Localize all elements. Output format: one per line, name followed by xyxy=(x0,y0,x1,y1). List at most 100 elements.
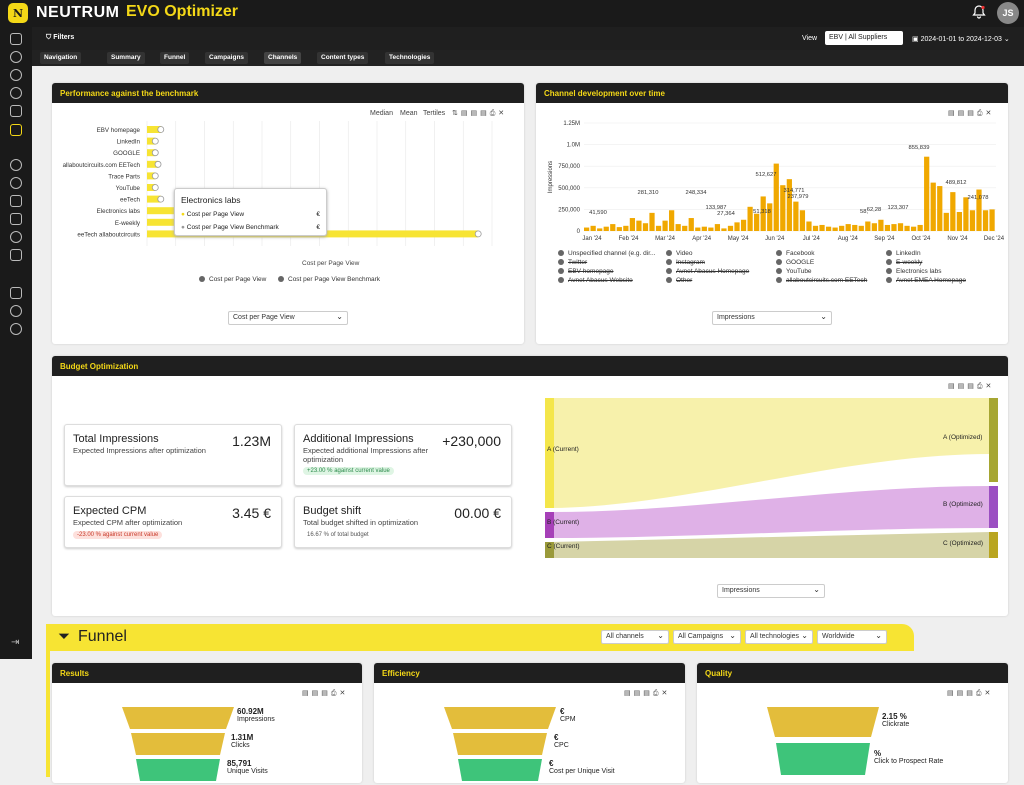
y-tick-label: 250,000 xyxy=(558,207,580,213)
legend-item[interactable]: Electronics labs xyxy=(886,268,942,275)
location-icon[interactable] xyxy=(10,51,22,63)
channels-filter[interactable]: All channels xyxy=(601,630,669,644)
benchmark-marker xyxy=(157,126,165,133)
bar xyxy=(969,210,976,231)
funnel-icon: ⏷ xyxy=(58,628,71,645)
quality-prospect-rate: % Click to Prospect Rate xyxy=(874,749,944,765)
legend-item[interactable]: Instagram xyxy=(666,259,705,266)
sankey-label-a-optimized: A (Optimized) xyxy=(943,434,983,441)
legend-item[interactable]: LinkedIn xyxy=(886,250,921,257)
tab-channels[interactable]: Channels xyxy=(264,52,302,64)
development-title: Channel development over time xyxy=(536,83,1008,103)
y-tick-label: Trace Parts xyxy=(108,173,140,180)
mean-button[interactable]: Mean xyxy=(400,110,418,117)
database-icon[interactable] xyxy=(10,195,22,207)
bell-icon[interactable] xyxy=(972,5,986,19)
x-tick-label: Dec '24 xyxy=(984,236,1005,242)
bar xyxy=(727,225,734,231)
data-label: 62,28 xyxy=(867,207,882,213)
bar xyxy=(897,223,904,231)
export-icons[interactable]: ▤▤▤⎙✕ xyxy=(302,690,349,697)
users-icon[interactable] xyxy=(10,305,22,317)
legend-item[interactable]: Avnet Abacus Website xyxy=(558,277,633,284)
tab-technologies[interactable]: Technologies xyxy=(385,52,435,64)
efficiency-cost-per-visit: € Cost per Unique Visit xyxy=(549,759,615,775)
tab-navigation[interactable]: Navigation xyxy=(40,52,82,64)
legend-item[interactable]: Unspecified channel (e.g. dir... xyxy=(558,250,655,257)
benchmark-marker xyxy=(474,230,482,238)
legend-item[interactable]: allaboutcircuits.com EETech xyxy=(776,277,867,284)
bar xyxy=(786,179,792,231)
search-chart-icon[interactable] xyxy=(10,105,22,117)
search-icon[interactable] xyxy=(10,159,22,171)
legend-item[interactable]: E-weekly xyxy=(886,259,922,266)
campaigns-filter[interactable]: All Campaigns xyxy=(673,630,741,644)
bar xyxy=(839,225,845,231)
add-icon[interactable] xyxy=(10,323,22,335)
export-icons[interactable]: ▤▤▤⎙✕ xyxy=(624,690,671,697)
y-tick-label: eeTech xyxy=(120,197,141,204)
logout-icon[interactable]: ⇥ xyxy=(11,637,20,648)
tab-funnel[interactable]: Funnel xyxy=(160,52,190,64)
date-range[interactable]: ▣ 2024-01-01 to 2024-12-03 ⌄ xyxy=(912,36,1010,43)
benchmark-marker xyxy=(151,184,159,191)
legend-item[interactable]: Twitter xyxy=(558,259,587,266)
technologies-filter[interactable]: All technologies xyxy=(745,630,813,644)
funnel-title: Funnel xyxy=(78,628,127,645)
trend-icon[interactable] xyxy=(10,124,22,136)
efficiency-cpm: € CPM xyxy=(560,707,576,723)
briefcase-icon[interactable] xyxy=(10,249,22,261)
funnel-accent-bar xyxy=(46,651,50,777)
bar xyxy=(708,227,714,231)
avatar[interactable]: JS xyxy=(997,2,1019,24)
legend-item[interactable]: EBV-homepage xyxy=(558,268,614,275)
wrench-icon[interactable] xyxy=(10,287,22,299)
efficiency-cpc: € CPC xyxy=(554,733,569,749)
chart-icon[interactable] xyxy=(10,33,22,45)
bar xyxy=(773,163,779,231)
card-value: 3.45 € xyxy=(232,505,271,521)
data-label: 489,812 xyxy=(946,180,967,186)
data-label: 27,364 xyxy=(717,211,736,217)
export-icons[interactable]: ▤▤▤⎙✕ xyxy=(948,383,995,390)
card-total-impressions: Total Impressions Expected Impressions a… xyxy=(64,424,282,486)
bar xyxy=(754,213,760,231)
card-value: +230,000 xyxy=(442,433,501,449)
card-icon[interactable] xyxy=(10,213,22,225)
tertiles-button[interactable]: Tertiles xyxy=(423,110,446,117)
radar-icon[interactable] xyxy=(10,87,22,99)
export-icons[interactable]: ⇅▤▤▤⎙✕ xyxy=(452,110,508,117)
export-icons[interactable]: ▤▤▤⎙✕ xyxy=(947,690,994,697)
bar xyxy=(629,218,636,231)
median-button[interactable]: Median xyxy=(370,110,393,117)
bar xyxy=(956,211,962,231)
budget-metric-select[interactable]: Impressions xyxy=(717,584,825,598)
bar xyxy=(669,210,675,231)
view-select[interactable]: EBV | All Suppliers xyxy=(825,31,903,45)
development-metric-select[interactable]: Impressions xyxy=(712,311,832,325)
sankey-label-c-current: C (Current) xyxy=(547,543,580,550)
legend-item[interactable]: Avnet EMEA Homepage xyxy=(886,277,966,284)
target-icon[interactable] xyxy=(10,69,22,81)
tab-content-types[interactable]: Content types xyxy=(317,52,369,64)
y-axis-label: Impressions xyxy=(548,161,554,193)
filters-button[interactable]: ⛉ Filters xyxy=(46,34,75,41)
data-label: 133,987 xyxy=(706,205,727,211)
legend-item[interactable]: Avnet Abacus Homepage xyxy=(666,268,749,275)
benchmark-metric-select[interactable]: Cost per Page View xyxy=(228,311,348,325)
data-label: 855,839 xyxy=(909,145,930,151)
bar xyxy=(924,156,930,231)
globe-icon[interactable] xyxy=(10,177,22,189)
export-icons[interactable]: ▤▤▤⎙✕ xyxy=(948,110,995,117)
x-tick-label: Jun '24 xyxy=(765,236,785,242)
legend-item[interactable]: Other xyxy=(666,277,692,284)
region-filter[interactable]: Worldwide xyxy=(817,630,887,644)
tab-campaigns[interactable]: Campaigns xyxy=(205,52,249,64)
legend-item[interactable]: Facebook xyxy=(776,250,815,257)
goal-icon[interactable] xyxy=(10,231,22,243)
data-label: 58, xyxy=(860,209,868,215)
legend-item[interactable]: GOOGLE xyxy=(776,259,814,266)
tab-summary[interactable]: Summary xyxy=(107,52,145,64)
legend-item[interactable]: YouTube xyxy=(776,268,812,275)
legend-item[interactable]: Video xyxy=(666,250,693,257)
